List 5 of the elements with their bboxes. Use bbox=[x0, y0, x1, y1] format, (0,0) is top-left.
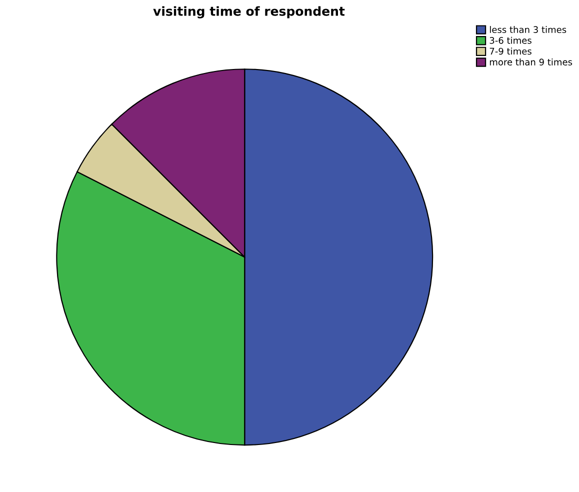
legend-label: 7-9 times bbox=[490, 48, 532, 55]
chart-title: visiting time of respondent bbox=[153, 6, 345, 18]
legend-label: more than 9 times bbox=[490, 58, 572, 66]
legend-label: 3-6 times bbox=[490, 36, 532, 44]
legend-label: less than 3 times bbox=[490, 26, 566, 34]
